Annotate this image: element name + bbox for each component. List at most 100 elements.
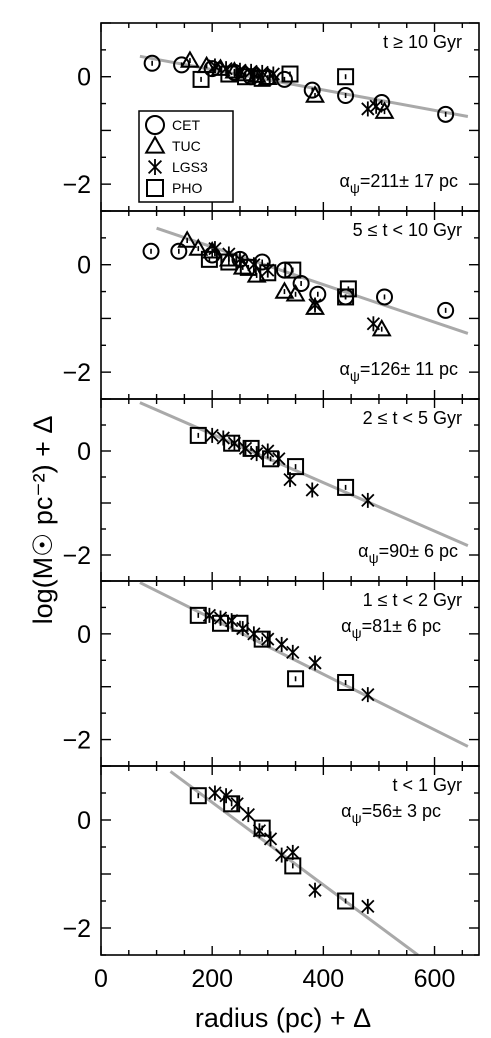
panel-4-lgs3-point <box>286 644 300 660</box>
panel-1-lgs3-point <box>208 58 222 74</box>
panel-1-series-lgs3 <box>208 58 383 117</box>
panel-1-pho-point <box>237 68 255 86</box>
panel-5-lgs3-point <box>308 882 322 898</box>
panel-3-lgs3-point <box>361 492 375 508</box>
panel-1-series-pho <box>192 65 355 88</box>
panel-4-series-pho <box>189 606 355 691</box>
panel-1-tuc-point <box>305 85 325 103</box>
legend-marker-lgs3 <box>147 159 163 175</box>
panel-5-lgs3-point <box>361 898 375 914</box>
panel-2-cet-point <box>437 301 455 319</box>
panel-3-lgs3-point <box>250 446 264 462</box>
panel-3-lgs3-point <box>205 427 219 443</box>
legend-label-tuc: TUC <box>172 138 201 154</box>
panel-5-lgs3-point <box>230 796 244 812</box>
panel-2-alpha: αψ=126± 11 pc <box>339 359 458 384</box>
panel-4-lgs3-point <box>308 655 322 671</box>
panel-2-cet-point <box>309 285 327 303</box>
panel-2-label: 5 ≤ t < 10 Gyr <box>353 220 462 240</box>
panel-5-ytick-label: 0 <box>77 807 91 835</box>
panel-2-ytick-label: −2 <box>62 359 91 387</box>
panel-3-pho-point <box>223 434 241 452</box>
panel-2-lgs3-point <box>366 316 381 332</box>
panel-2-tuc-point <box>188 238 209 256</box>
panel-4-fit-line <box>139 581 469 748</box>
panel-1-lgs3-point <box>361 101 375 117</box>
panel-2-series-pho <box>200 250 357 306</box>
panel-1-alpha: αψ=211± 17 pc <box>339 171 458 196</box>
panel-4-pho-point <box>337 673 355 691</box>
panel-5-alpha: αψ=56± 3 pc <box>341 801 441 826</box>
legend-marker-tuc <box>144 135 166 154</box>
panel-4-lgs3-point <box>275 636 289 652</box>
panel-1-lgs3-point <box>369 98 383 114</box>
panel-1-pho-point <box>220 65 238 83</box>
xtick-label: 200 <box>191 965 233 993</box>
legend-marker-cet <box>145 115 165 135</box>
panel-4-ytick-label: 0 <box>77 621 91 649</box>
xtick-label: 400 <box>302 965 344 993</box>
panel-1-ytick-label: −2 <box>62 171 91 199</box>
panel-1-pho-point <box>281 65 299 83</box>
panel-4-pho-point <box>189 606 207 624</box>
panel-1: 0 −2 t ≥ 10 Gyr αψ=211± 17 pc <box>62 22 480 212</box>
panel-3-ytick-label: 0 <box>77 438 91 466</box>
panel-2: 0 −2 5 ≤ t < 10 Gyr αψ=126± 11 pc <box>62 210 480 400</box>
panel-1-tuc-point <box>374 101 395 119</box>
panel-4-alpha: αψ=81± 6 pc <box>341 616 441 641</box>
panel-3-pho-point <box>242 439 260 457</box>
panel-3-label: 2 ≤ t < 5 Gyr <box>363 408 462 428</box>
panel-2-tuc-point <box>232 257 253 275</box>
panel-2-cet-point <box>142 242 160 260</box>
panel-3-pho-point <box>287 458 305 476</box>
panel-4-pho-point <box>231 614 249 632</box>
panel-2-cet-point <box>170 242 188 260</box>
panel-5-pho-point <box>337 892 355 910</box>
panel-1-pho-point <box>337 68 355 86</box>
panel-3-ytick-label: −2 <box>62 542 91 570</box>
panel-2-pho-point <box>284 261 302 279</box>
panel-5: 0 −2 t < 1 Gyr αψ=56± 3 pc <box>62 765 480 956</box>
panel-1-cet-point <box>143 54 161 72</box>
panel-4-pho-point <box>287 670 305 688</box>
panel-1-cet-point <box>337 87 355 105</box>
panel-3-pho-point <box>262 450 280 468</box>
panel-5-series-pho <box>189 787 355 910</box>
panel-1-label: t ≥ 10 Gyr <box>383 32 462 52</box>
panel-1-tuc-point <box>179 50 200 68</box>
panel-2-pho-point <box>259 264 277 282</box>
panel-3-lgs3-point <box>305 482 319 498</box>
panel-5-pho-point <box>253 819 271 837</box>
panel-5-pho-point <box>223 795 241 813</box>
panel-5-lgs3-point <box>208 785 222 801</box>
panel-4-pho-point <box>253 630 271 648</box>
panel-5-frame <box>100 765 480 956</box>
legend-label-cet: CET <box>172 117 200 133</box>
panel-2-cet-point <box>376 288 393 306</box>
legend-entry-tuc: TUC <box>144 135 201 154</box>
legend-box <box>138 110 234 203</box>
panel-3-pho-point <box>337 478 355 496</box>
panel-5-fit-line <box>169 770 419 955</box>
legend-label-lgs3: LGS3 <box>172 159 208 175</box>
xtick-label: 600 <box>414 965 456 993</box>
panel-2-ytick-label: 0 <box>77 252 91 280</box>
legend-entry-pho: PHO <box>146 179 202 197</box>
panel-1-ytick-label: 0 <box>77 64 91 92</box>
panel-1-cet-point <box>437 105 455 123</box>
panel-4: 0 −2 1 ≤ t < 2 Gyr αψ=81± 6 pc <box>62 580 480 767</box>
y-axis-label: log(M☉ pc⁻²) + Δ <box>28 416 58 625</box>
panel-2-pho-point <box>200 250 218 268</box>
x-axis-label: radius (pc) + Δ <box>195 1003 371 1033</box>
panel-4-lgs3-point <box>261 631 275 647</box>
panel-1-pho-point <box>192 70 210 88</box>
panel-3: 0 −2 2 ≤ t < 5 Gyr αψ=90± 6 pc <box>62 398 480 582</box>
panel-3-series-pho <box>189 426 355 496</box>
panel-2-pho-point <box>239 258 257 276</box>
panel-5-ytick-label: −2 <box>62 915 91 943</box>
panel-3-alpha: αψ=90± 6 pc <box>358 541 458 566</box>
panel-3-lgs3-point <box>238 440 253 456</box>
panel-5-pho-point <box>284 857 302 875</box>
legend-entry-lgs3: LGS3 <box>147 159 208 175</box>
